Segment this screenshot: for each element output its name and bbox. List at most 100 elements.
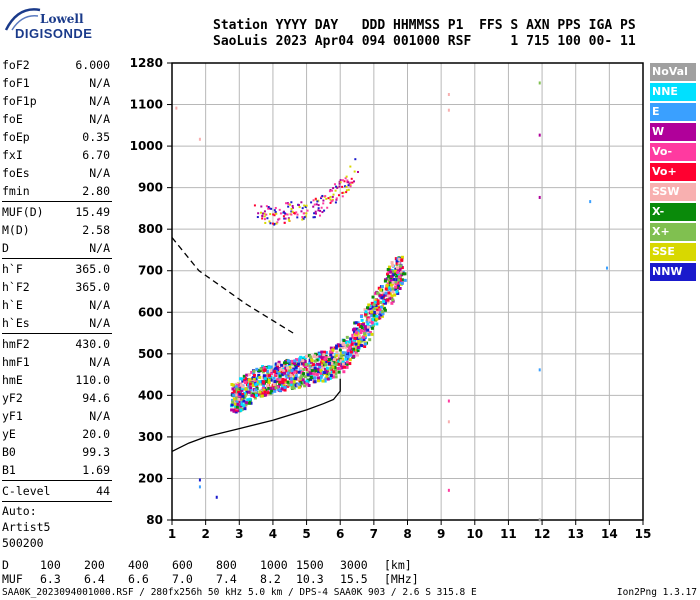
echo-point [232,393,236,397]
echo-point [327,359,331,363]
isolated-echo-point [447,399,450,403]
isolated-echo-point [215,495,218,499]
echo-point [288,369,292,373]
echo-point [293,362,297,366]
echo-point [269,386,273,390]
echo-point [302,372,306,376]
echo-point [375,314,379,318]
echo-point [395,266,399,270]
echo-point [305,382,309,386]
echo-point-upper [259,211,262,214]
param-value: 94.6 [82,391,110,405]
isolated-echo-point [198,137,201,141]
echo-point [356,323,360,327]
echo-point [312,372,316,376]
echo-point [273,380,277,384]
echo-point [400,273,404,277]
echo-point [323,361,327,365]
echo-point [387,277,391,281]
echo-point [286,384,290,388]
echo-point [247,401,251,405]
footer-file-info: SAA0K_2023094001000.RSF / 280fx256h 50 k… [2,587,477,598]
x-tick-label: 15 [635,527,652,541]
param-label: B0 [2,445,16,459]
echo-point [291,359,295,363]
echo-point-upper [273,214,276,217]
polarization-legend: NoVal NNE E W Vo- Vo+ SSW X- X+ SSE NNW [650,63,696,283]
echo-point [322,350,326,354]
echo-point [260,394,264,398]
echo-point [364,327,368,331]
echo-point [383,298,387,302]
x-tick-label: 10 [466,527,483,541]
echo-point [344,351,348,355]
echo-point [310,359,314,363]
param-value: N/A [89,166,110,180]
logo-digisonde-text: DIGISONDE [15,26,93,41]
param-value: 1.69 [82,463,110,477]
echo-point [378,294,382,298]
legend-item-nnw: NNW [650,263,696,281]
echo-point-upper [345,191,348,194]
echo-point [255,394,259,398]
param-separator [2,333,112,334]
legend-item-w: W [650,123,696,141]
echo-point [238,392,242,396]
echo-point-upper [320,206,323,209]
legend-item-vo: Vo- [650,143,696,161]
echo-point [374,304,378,308]
echo-point [241,385,245,389]
echo-point [270,391,274,395]
echo-point [280,373,284,377]
muf-frequency-label: MUF [2,572,23,586]
echo-point [354,331,358,335]
echo-point [341,360,345,364]
echo-point-upper [301,218,304,221]
echo-point [356,321,360,325]
echo-point [284,366,288,370]
param-value: N/A [89,241,110,255]
echo-point [292,386,296,390]
echo-point-upper [318,214,321,217]
echo-point [385,277,389,281]
param-row-foe: foE N/A [2,110,112,128]
echo-point-upper [344,177,347,180]
x-tick-label: 1 [168,527,176,541]
echo-point [261,391,265,395]
echo-point [363,333,367,337]
echo-point-upper [314,212,317,215]
echo-point [338,348,342,352]
echo-point [256,368,260,372]
echo-point [308,364,312,368]
echo-point [290,368,294,372]
echo-point [304,375,308,379]
echo-point [312,363,316,367]
echo-point [254,377,258,381]
echo-point-upper [356,170,359,173]
echo-point [359,315,363,319]
echo-point [379,305,383,309]
echo-point [371,312,375,316]
echo-point [318,352,322,356]
echo-point-upper [313,203,316,206]
echo-point [276,374,280,378]
x-tick-label: 5 [302,527,310,541]
echo-point [341,365,345,369]
echo-point [245,401,249,405]
echo-point [318,365,322,369]
param-row-foes: foEs N/A [2,164,112,182]
echo-point [390,283,394,287]
echo-point [365,319,369,323]
echo-point-upper [339,181,342,184]
echo-point [326,377,330,381]
echo-point [400,281,404,285]
echo-point [230,403,234,407]
echo-point [356,345,360,349]
echo-point [247,373,251,377]
param-row-clevel: C-level 44 [2,482,112,500]
echo-point [339,344,343,348]
echo-point [333,368,337,372]
echo-point [334,372,338,376]
echo-point [354,351,358,355]
echo-point [261,365,265,369]
